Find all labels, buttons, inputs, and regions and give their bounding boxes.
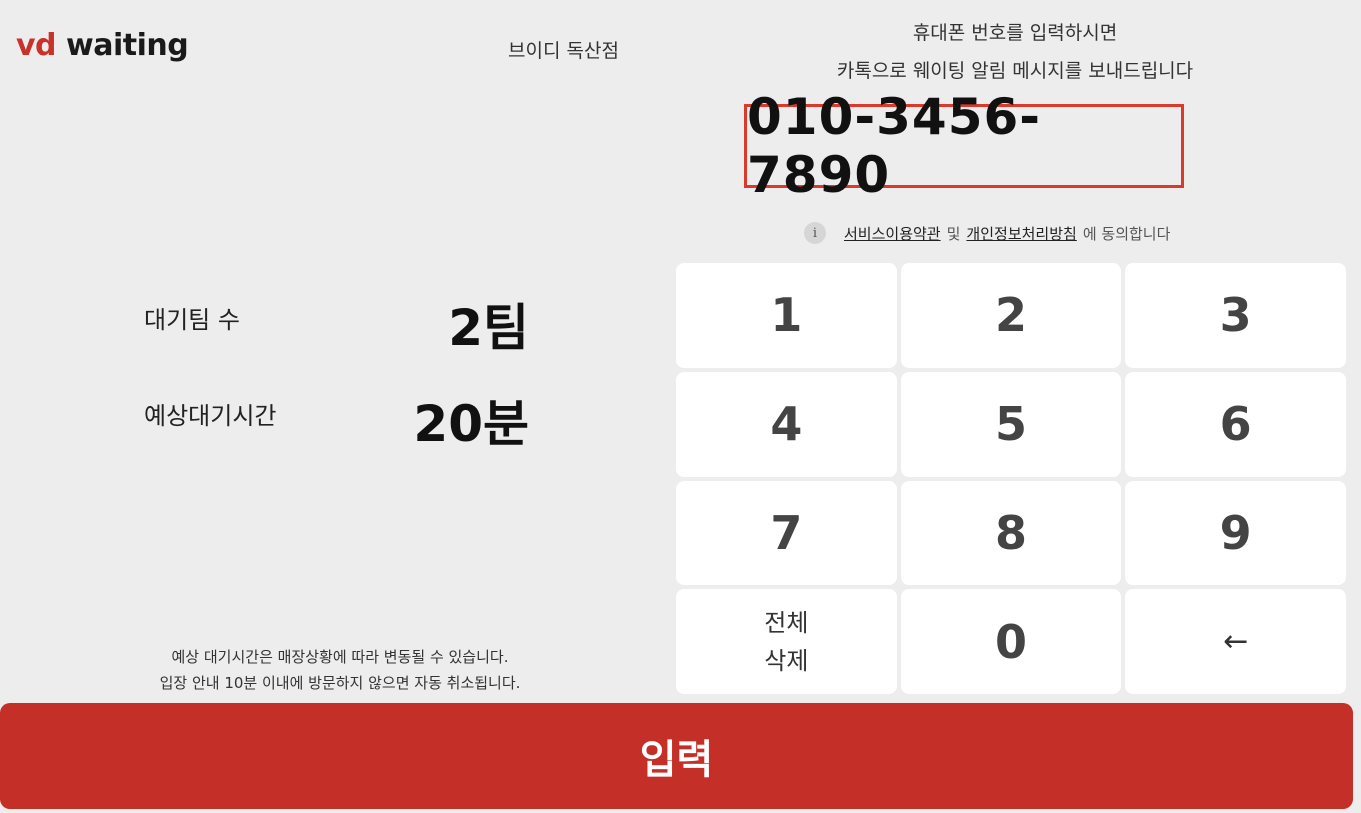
- info-icon: i: [804, 222, 826, 244]
- instruction-text: 휴대폰 번호를 입력하시면 카톡으로 웨이팅 알림 메시지를 보내드립니다: [760, 14, 1270, 90]
- submit-button[interactable]: 입력: [0, 703, 1353, 809]
- agreement-suffix: 에 동의합니다: [1082, 224, 1171, 243]
- key-8[interactable]: 8: [900, 480, 1122, 586]
- key-2[interactable]: 2: [900, 263, 1122, 368]
- wait-notice: 예상 대기시간은 매장상황에 따라 변동될 수 있습니다. 입장 안내 10분 …: [120, 644, 560, 696]
- key-4[interactable]: 4: [676, 371, 897, 477]
- phone-number-display: 010-3456-7890: [744, 88, 1184, 204]
- key-1[interactable]: 1: [676, 263, 897, 368]
- key-3[interactable]: 3: [1125, 263, 1346, 368]
- estimated-wait-label: 예상대기시간: [144, 402, 277, 430]
- agreement-notice: i 서비스이용약관 및 개인정보처리방침 에 동의합니다: [804, 222, 1170, 244]
- app-logo: vd waiting: [16, 28, 189, 63]
- key-5[interactable]: 5: [900, 371, 1122, 477]
- waiting-teams-value: 2팀: [448, 299, 529, 357]
- estimated-wait-value: 20분: [413, 395, 529, 453]
- instruction-line-2: 카톡으로 웨이팅 알림 메시지를 보내드립니다: [836, 60, 1194, 82]
- key-6[interactable]: 6: [1125, 371, 1346, 477]
- privacy-policy-link[interactable]: 개인정보처리방침: [966, 224, 1077, 243]
- instruction-line-1: 휴대폰 번호를 입력하시면: [912, 22, 1118, 44]
- notice-line-2: 입장 안내 10분 이내에 방문하지 않으면 자동 취소됩니다.: [159, 674, 521, 692]
- notice-line-1: 예상 대기시간은 매장상황에 따라 변동될 수 있습니다.: [171, 648, 509, 666]
- clear-all-button[interactable]: 전체 삭제: [676, 589, 897, 694]
- logo-waiting: waiting: [65, 28, 189, 63]
- backspace-arrow-icon: ←: [1223, 624, 1249, 660]
- store-name: 브이디 독산점: [508, 40, 619, 62]
- key-9[interactable]: 9: [1125, 480, 1346, 586]
- agreement-conjunction: 및: [946, 224, 961, 243]
- terms-of-service-link[interactable]: 서비스이용약관: [844, 224, 941, 243]
- logo-vd: vd: [16, 28, 57, 63]
- number-keypad: 1 2 3 4 5 6 7 8 9 전체 삭제 0 ←: [676, 263, 1346, 694]
- waiting-teams-label: 대기팀 수: [144, 306, 240, 334]
- backspace-button[interactable]: ←: [1125, 589, 1346, 694]
- key-0[interactable]: 0: [900, 589, 1122, 694]
- key-7[interactable]: 7: [676, 480, 897, 586]
